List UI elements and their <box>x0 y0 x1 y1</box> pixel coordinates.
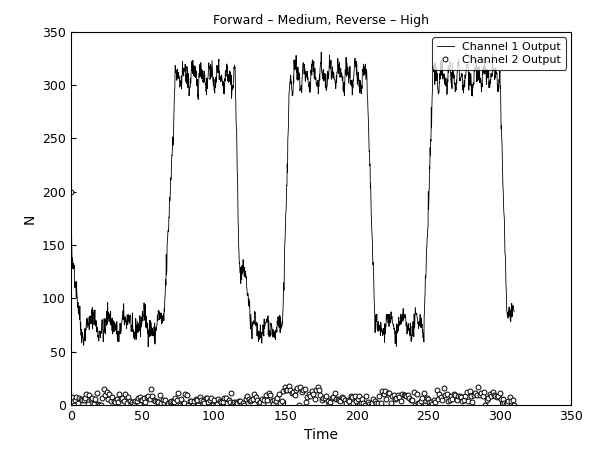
Channel 2 Output <box>475 384 482 389</box>
Channel 2 Output <box>189 402 196 408</box>
Title: Forward – Medium, Reverse – High: Forward – Medium, Reverse – High <box>213 14 429 26</box>
X-axis label: Time: Time <box>304 428 338 442</box>
Channel 1 Output <box>273 329 280 335</box>
Channel 1 Output <box>145 344 152 349</box>
Channel 2 Output <box>119 395 126 401</box>
Line: Channel 1 Output: Channel 1 Output <box>71 52 514 347</box>
Channel 2 Output <box>280 388 287 394</box>
Legend: Channel 1 Output, Channel 2 Output: Channel 1 Output, Channel 2 Output <box>432 37 566 70</box>
Channel 2 Output <box>208 395 215 401</box>
Channel 1 Output <box>317 49 325 55</box>
Channel 2 Output <box>261 398 268 403</box>
Line: Channel 2 Output: Channel 2 Output <box>68 189 517 407</box>
Channel 1 Output <box>511 309 518 314</box>
Channel 2 Output <box>70 402 77 408</box>
Channel 2 Output <box>67 189 74 194</box>
Channel 1 Output <box>256 331 263 337</box>
Channel 1 Output <box>320 77 327 83</box>
Channel 1 Output <box>264 332 272 338</box>
Channel 1 Output <box>120 308 127 313</box>
Channel 2 Output <box>511 402 518 408</box>
Channel 1 Output <box>101 327 108 332</box>
Channel 1 Output <box>67 205 74 211</box>
Y-axis label: N: N <box>22 213 37 223</box>
